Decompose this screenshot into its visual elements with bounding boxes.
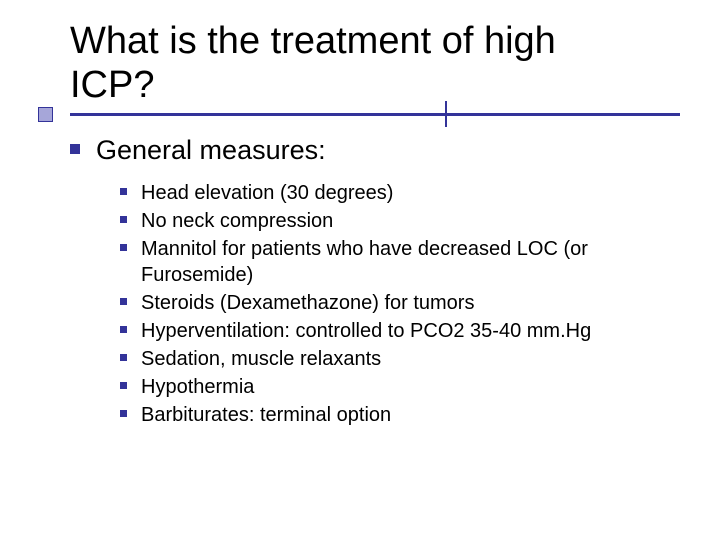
list-item: Head elevation (30 degrees) <box>120 180 680 206</box>
square-bullet-icon <box>120 216 127 223</box>
level2-text: Mannitol for patients who have decreased… <box>141 236 680 288</box>
list-item: Barbiturates: terminal option <box>120 402 680 428</box>
level2-text: Barbiturates: terminal option <box>141 402 391 428</box>
title-line-2: ICP? <box>70 64 154 106</box>
level2-text: No neck compression <box>141 208 333 234</box>
square-bullet-icon <box>120 354 127 361</box>
title-line-1: What is the treatment of high <box>70 20 556 62</box>
accent-square-icon <box>38 107 53 122</box>
level2-text: Hypothermia <box>141 374 254 400</box>
level2-text: Sedation, muscle relaxants <box>141 346 381 372</box>
level2-text: Steroids (Dexamethazone) for tumors <box>141 290 474 316</box>
slide: What is the treatment of high ICP? Gener… <box>0 0 720 540</box>
list-item: Sedation, muscle relaxants <box>120 346 680 372</box>
list-item: General measures: <box>70 134 680 168</box>
accent-tick-icon <box>445 101 447 127</box>
square-bullet-icon <box>70 144 80 154</box>
body-level2: Head elevation (30 degrees) No neck comp… <box>120 180 680 428</box>
list-item: Hypothermia <box>120 374 680 400</box>
level2-text: Hyperventilation: controlled to PCO2 35-… <box>141 318 591 344</box>
square-bullet-icon <box>120 298 127 305</box>
list-item: No neck compression <box>120 208 680 234</box>
square-bullet-icon <box>120 188 127 195</box>
square-bullet-icon <box>120 244 127 251</box>
level1-heading: General measures: <box>96 134 326 168</box>
list-item: Mannitol for patients who have decreased… <box>120 236 680 288</box>
square-bullet-icon <box>120 410 127 417</box>
list-item: Hyperventilation: controlled to PCO2 35-… <box>120 318 680 344</box>
body-level1: General measures: Head elevation (30 deg… <box>70 134 680 428</box>
slide-title: What is the treatment of high ICP? <box>70 20 680 107</box>
square-bullet-icon <box>120 326 127 333</box>
list-item: Steroids (Dexamethazone) for tumors <box>120 290 680 316</box>
square-bullet-icon <box>120 382 127 389</box>
level2-text: Head elevation (30 degrees) <box>141 180 393 206</box>
title-block: What is the treatment of high ICP? <box>70 20 680 116</box>
